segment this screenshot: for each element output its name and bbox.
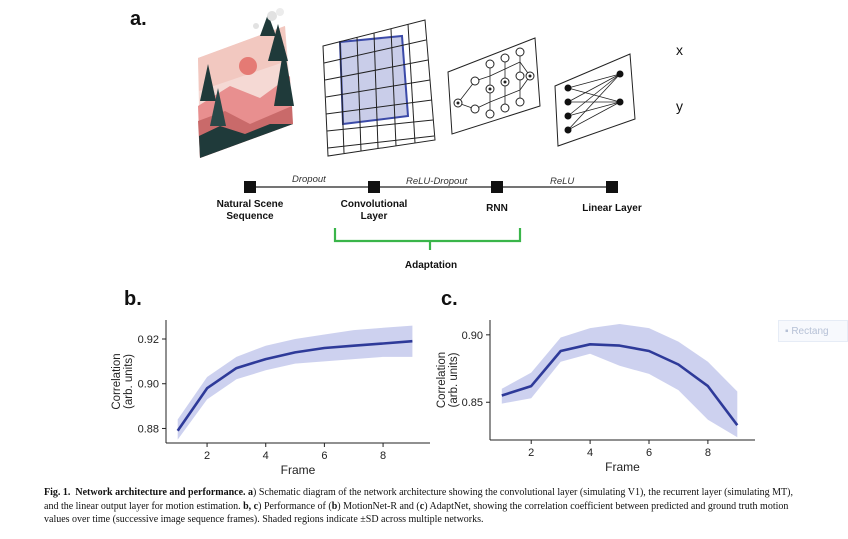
x-axis-label: Frame <box>605 460 640 474</box>
node-label-rnn: RNN <box>486 203 508 214</box>
ghost-overlay-tooltip: ▪ Rectang <box>778 320 848 342</box>
x-tick-label: 8 <box>705 447 711 459</box>
edge-label-relu: ReLU <box>550 176 575 187</box>
edge-label-dropout: Dropout <box>292 174 326 185</box>
pipeline-node-linear <box>606 181 618 193</box>
linear-layer-schematic <box>554 53 636 147</box>
output-y-label: y <box>676 98 683 114</box>
output-x-label: x <box>676 42 683 58</box>
panel-a-label: a. <box>130 8 147 30</box>
mean-line <box>176 339 413 432</box>
figure-caption: Fig. 1. Network architecture and perform… <box>44 487 793 525</box>
architecture-illustration <box>198 8 636 158</box>
x-tick-label: 2 <box>204 450 210 462</box>
x-tick-label: 6 <box>646 447 652 459</box>
ghost-square-icon: ▪ <box>785 326 792 337</box>
x-tick-label: 6 <box>321 450 327 462</box>
y-tick-label: 0.92 <box>138 334 159 346</box>
x-tick-label: 2 <box>528 447 534 459</box>
pipeline-diagram <box>244 181 618 250</box>
caption-fig-label: Fig. 1. <box>44 487 71 498</box>
panel-b-label: b. <box>124 288 142 310</box>
caption-title: Network architecture and performance. <box>75 487 246 498</box>
x-axis-label: Frame <box>281 463 316 477</box>
y-tick-label: 0.90 <box>138 379 159 391</box>
x-tick-label: 4 <box>587 447 593 459</box>
chart-c: 2 4 6 8 0.85 0.90 Frame Correlation (arb. units) <box>436 320 755 474</box>
convolution-grid <box>322 19 436 157</box>
node-label-natural-scene: Natural Scene Sequence <box>216 199 284 222</box>
adaptation-bracket <box>333 228 522 250</box>
panel-c-label: c. <box>441 288 458 310</box>
node-label-linear: Linear Layer <box>582 203 642 214</box>
sd-band <box>177 325 413 440</box>
rnn-schematic <box>447 37 541 135</box>
pipeline-node-conv <box>368 181 380 193</box>
chart-b: 2 4 6 8 0.88 0.90 0.92 Frame Correlation (arb. un… <box>111 320 430 477</box>
x-tick-label: 8 <box>380 450 386 462</box>
y-axis-label: (arb. units) <box>448 352 460 407</box>
natural-scene-image <box>198 8 294 158</box>
y-tick-label: 0.90 <box>462 330 483 342</box>
pipeline-node-rnn <box>491 181 503 193</box>
pipeline-node-scene <box>244 181 256 193</box>
y-axis-label: Correlation <box>436 352 448 408</box>
y-axis-label: (arb. units) <box>123 354 135 409</box>
node-label-convolutional: Convolutional Layer <box>340 199 408 222</box>
edge-label-relu-dropout: ReLU-Dropout <box>406 176 468 187</box>
adaptation-label: Adaptation <box>404 260 458 271</box>
y-axis-label: Correlation <box>111 353 123 409</box>
y-tick-label: 0.85 <box>462 397 483 409</box>
mean-line <box>501 342 739 426</box>
x-tick-label: 4 <box>263 450 269 462</box>
y-tick-label: 0.88 <box>138 423 159 435</box>
